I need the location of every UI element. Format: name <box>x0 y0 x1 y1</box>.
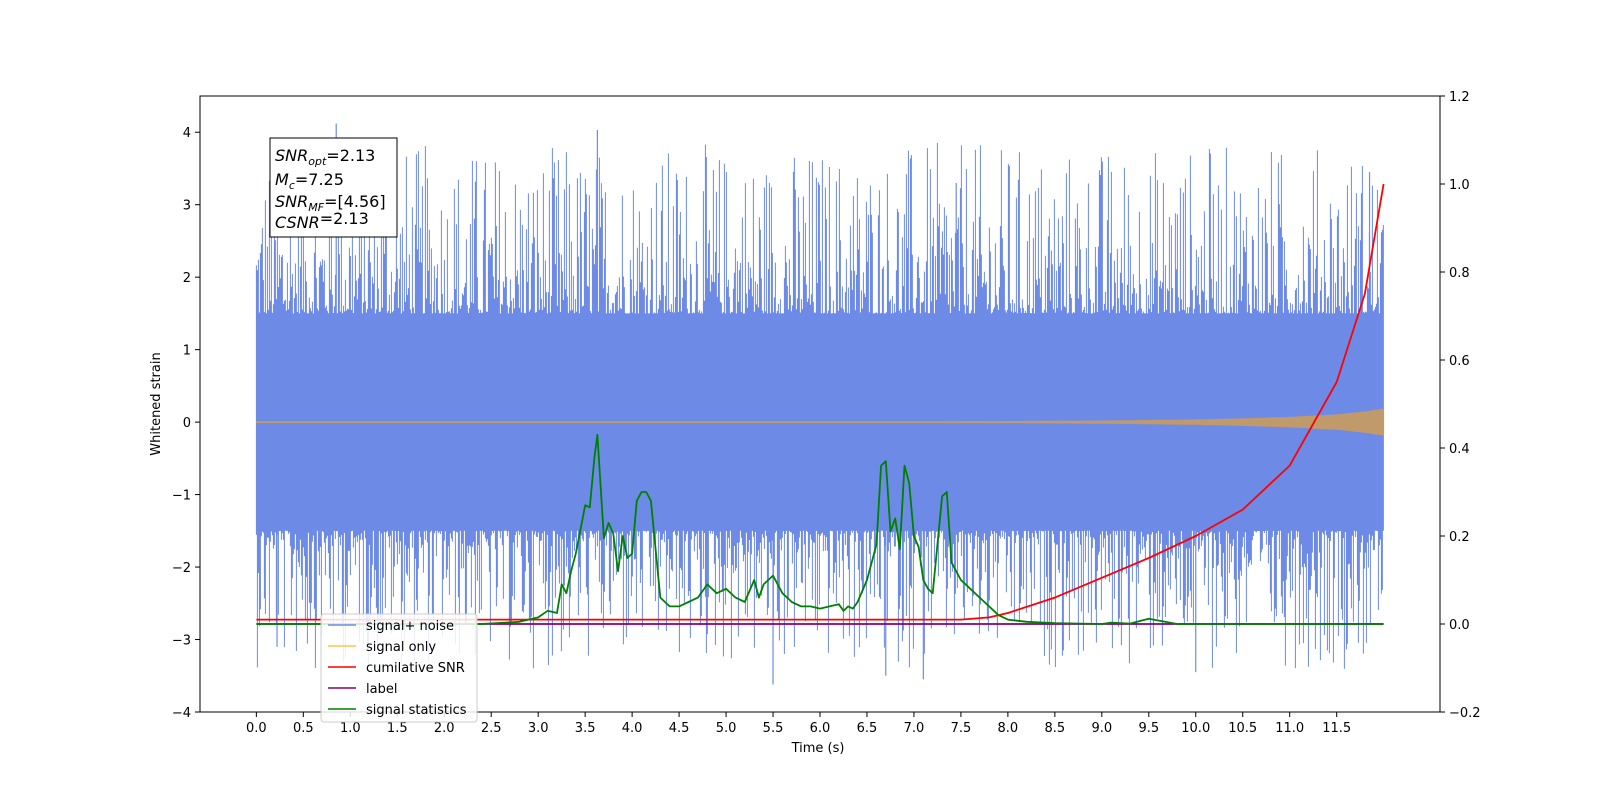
legend-item: signal only <box>328 640 436 655</box>
y-tick-label-left: 1 <box>183 344 191 359</box>
legend-item: cumilative SNR <box>328 661 465 676</box>
x-tick-label: 6.5 <box>857 721 878 736</box>
y-axis-label: Whitened strain <box>149 352 164 455</box>
legend-label: signal statistics <box>366 703 467 718</box>
x-tick-label: 11.0 <box>1275 721 1304 736</box>
y-tick-label-right: 0.4 <box>1449 442 1470 457</box>
x-tick-label: 4.0 <box>622 721 643 736</box>
x-tick-label: 0.5 <box>293 721 314 736</box>
y-axis-right: −0.2 0.0 0.2 0.4 0.6 0.8 1.0 1.2 <box>1440 90 1481 721</box>
x-tick-label: 8.5 <box>1045 721 1066 736</box>
y-tick-label-right: 1.0 <box>1449 178 1470 193</box>
x-tick-label: 7.5 <box>951 721 972 736</box>
y-tick-label-left: −2 <box>172 561 191 576</box>
x-tick-label: 1.5 <box>387 721 408 736</box>
x-axis-label: Time (s) <box>791 741 845 756</box>
y-tick-label-left: 2 <box>183 271 191 286</box>
x-tick-label: 6.0 <box>810 721 831 736</box>
signal-only-series <box>255 408 1385 436</box>
x-tick-label: 10.0 <box>1181 721 1210 736</box>
y-tick-label-right: 0.2 <box>1449 530 1470 545</box>
annotation-line: SNRMF=[4.56] <box>275 192 386 214</box>
x-tick-label: 3.0 <box>528 721 549 736</box>
y-tick-label-right: 0.6 <box>1449 354 1470 369</box>
y-tick-label-left: 3 <box>183 199 191 214</box>
legend-item: signal+ noise <box>328 619 454 634</box>
signal-noise-series <box>255 123 1384 685</box>
signal-only-trace <box>255 408 1385 436</box>
x-tick-label: 11.5 <box>1322 721 1351 736</box>
legend-label: signal+ noise <box>366 619 454 634</box>
annotation-line: SNRopt=2.13 <box>275 146 375 168</box>
cumilative-snr-line <box>256 183 1385 621</box>
x-tick-label: 10.5 <box>1228 721 1257 736</box>
y-tick-label-right: −0.2 <box>1449 706 1481 721</box>
x-tick-label: 2.5 <box>481 721 502 736</box>
legend-box <box>320 613 478 723</box>
x-tick-label: 4.5 <box>669 721 690 736</box>
legend-item: label <box>328 682 397 697</box>
y-tick-label-right: 0.0 <box>1449 618 1470 633</box>
x-tick-label: 9.5 <box>1138 721 1159 736</box>
x-tick-label: 9.0 <box>1091 721 1112 736</box>
x-tick-label: 5.5 <box>763 721 784 736</box>
y-tick-label-left: −1 <box>172 489 191 504</box>
x-tick-label: 0.0 <box>246 721 267 736</box>
y-tick-label-right: 1.2 <box>1449 90 1470 105</box>
legend-label: signal only <box>366 640 436 655</box>
annotation-line: CSNR=2.13 <box>275 209 369 232</box>
legend: signal+ noise signal only cumilative SNR… <box>320 613 478 723</box>
annotation-box: SNRopt=2.13 Mc=7.25 SNRMF=[4.56] CSNR=2.… <box>269 137 398 238</box>
x-tick-label: 3.5 <box>575 721 596 736</box>
legend-item: signal statistics <box>328 703 467 718</box>
y-tick-label-right: 0.8 <box>1449 266 1470 281</box>
y-tick-label-left: 4 <box>183 126 191 141</box>
y-tick-label-left: −3 <box>172 634 191 649</box>
signal-statistics-line <box>256 433 1384 625</box>
x-tick-label: 1.0 <box>340 721 361 736</box>
x-tick-label: 2.0 <box>434 721 455 736</box>
x-tick-label: 7.0 <box>904 721 925 736</box>
noise-trace <box>255 142 1384 669</box>
legend-label: cumilative SNR <box>366 661 465 676</box>
legend-label: label <box>366 682 397 697</box>
annotation-line: Mc=7.25 <box>275 170 344 192</box>
y-tick-label-left: −4 <box>172 706 191 721</box>
x-tick-label: 5.0 <box>716 721 737 736</box>
y-axis-left: −4 −3 −2 −1 0 1 2 3 4 <box>172 126 200 721</box>
y-tick-label-left: 0 <box>183 416 191 431</box>
x-tick-label: 8.0 <box>998 721 1019 736</box>
